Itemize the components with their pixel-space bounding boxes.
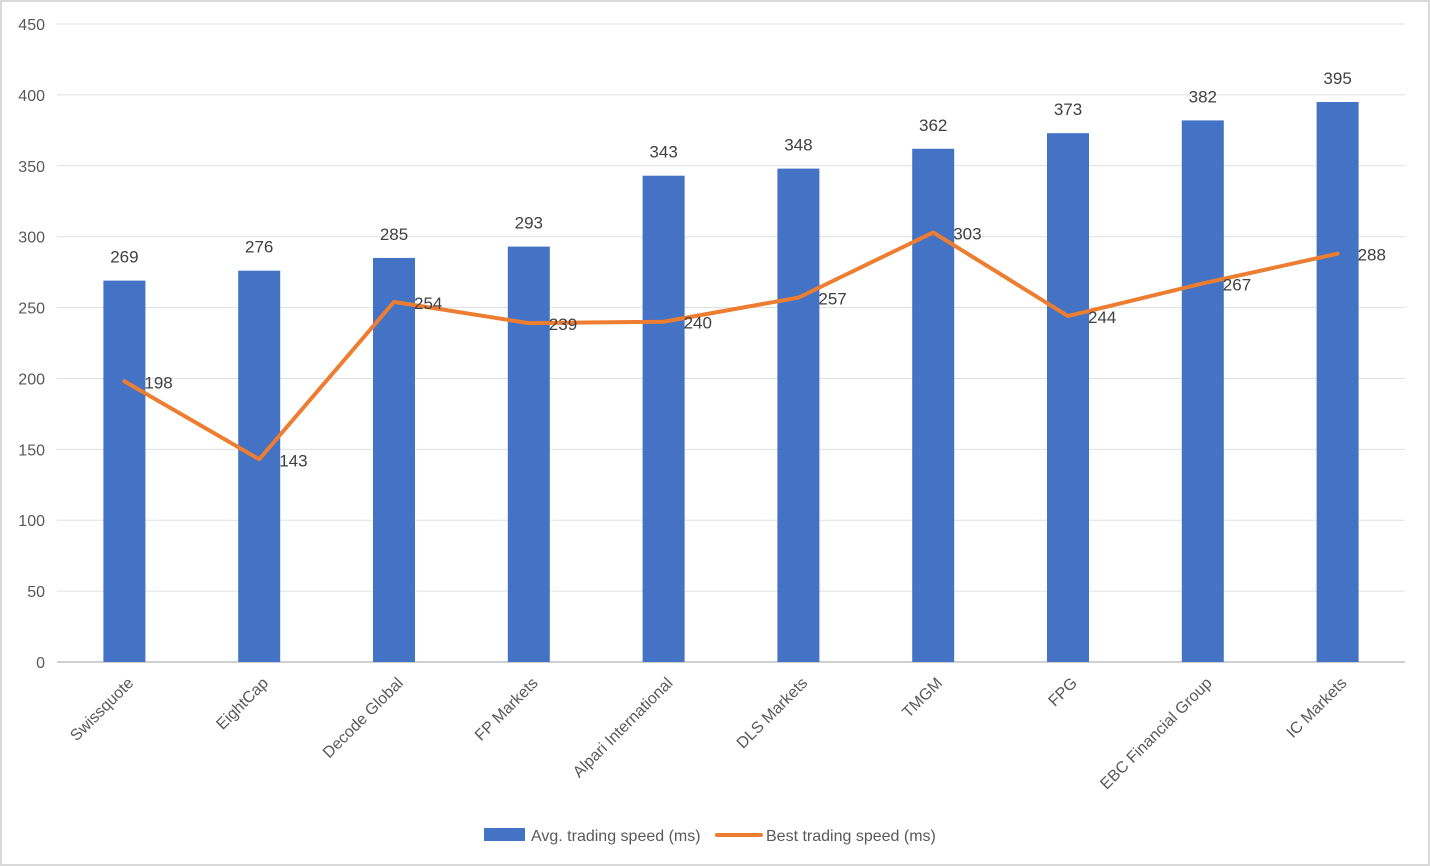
bar [238,270,281,662]
x-category-label: IC Markets [1284,675,1351,742]
bar-value-label: 276 [245,238,273,257]
legend-label-avg: Avg. trading speed (ms) [531,828,701,845]
y-tick-label: 450 [18,17,45,34]
x-category-label: FPG [1046,675,1081,710]
line-value-label: 244 [1088,308,1116,327]
bar-value-label: 293 [515,214,543,233]
y-tick-label: 350 [18,159,45,176]
line-series [122,230,1340,462]
bar-value-label: 269 [110,248,138,267]
y-tick-label: 150 [18,442,45,459]
bar [912,148,955,662]
bar [507,246,550,662]
x-axis: Swissquote EightCap Decode Global FP Market… [67,675,1350,793]
x-category-label: DLS Markets [734,675,811,752]
bar [1316,101,1359,662]
bar-value-label: 348 [784,136,812,155]
bar-value-label: 285 [380,225,408,244]
line-value-label: 267 [1223,275,1251,294]
bar [777,168,820,662]
bar [103,280,146,662]
bar [1181,120,1224,663]
gridlines [57,23,1405,663]
x-category-label: Decode Global [320,675,407,762]
bar [373,257,415,662]
legend: Avg. trading speed (ms) Best trading spe… [484,828,936,845]
data-labels: 269 276 285 293 343 348 362 373 382 395 198 143 254 2… [110,69,1386,470]
line-value-label: 257 [818,290,846,309]
bar-value-label: 362 [919,116,947,135]
y-tick-label: 100 [18,513,45,530]
bar-series [103,101,1359,663]
x-category-label: FP Markets [472,675,542,745]
x-category-label: EBC Financial Group [1097,675,1215,793]
line-value-label: 288 [1358,246,1386,265]
bar-value-label: 382 [1189,87,1217,106]
x-category-label: Alpari International [570,675,676,781]
y-tick-label: 250 [18,301,45,318]
y-tick-label: 50 [27,584,45,601]
line-value-label: 254 [414,294,442,313]
y-axis: 0 50 100 150 200 250 300 350 400 450 [18,17,45,672]
line-value-label: 143 [279,451,307,470]
y-tick-label: 0 [36,655,45,672]
y-tick-label: 200 [18,371,45,388]
bar-value-label: 395 [1323,69,1351,88]
legend-swatch-avg [484,828,525,841]
x-category-label: Swissquote [67,675,137,745]
x-category-label: TMGM [899,675,946,722]
bar [642,175,685,663]
bar-value-label: 373 [1054,100,1082,119]
line-value-label: 303 [953,224,981,243]
x-category-label: EightCap [213,675,272,734]
best-speed-line [122,230,1340,462]
bar [1047,133,1089,662]
y-tick-label: 400 [18,88,45,105]
line-value-label: 240 [684,314,712,333]
line-value-label: 198 [144,373,172,392]
legend-label-best: Best trading speed (ms) [766,828,936,845]
bar-value-label: 343 [649,143,677,162]
y-tick-label: 300 [18,230,45,247]
line-value-label: 239 [549,315,577,334]
